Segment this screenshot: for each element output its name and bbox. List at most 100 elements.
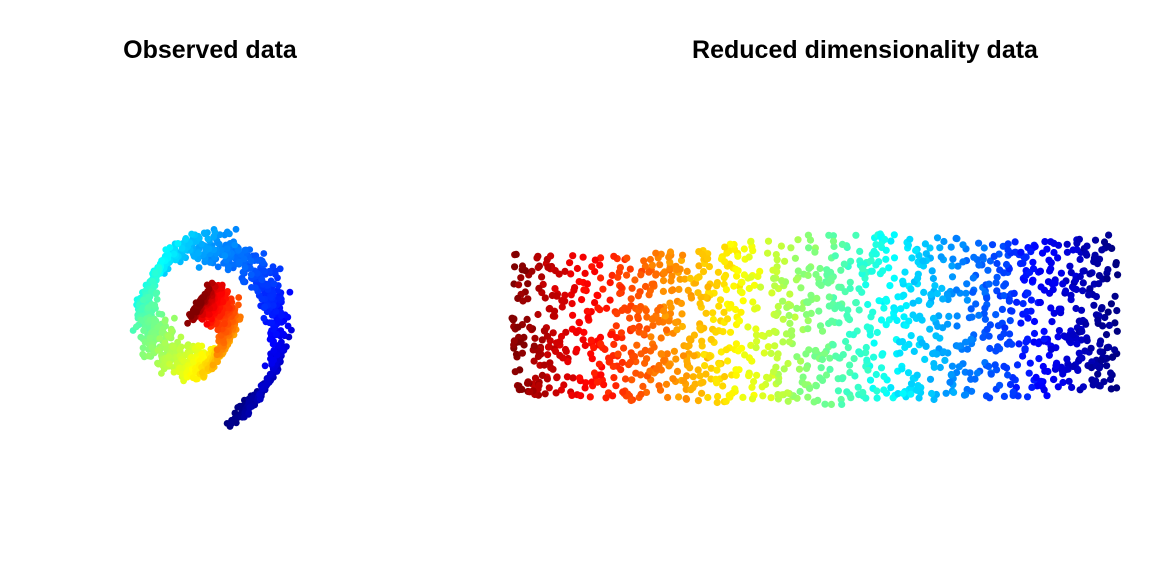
reduced-data-point <box>854 383 862 391</box>
reduced-data-point <box>726 328 735 336</box>
reduced-data-point <box>646 287 655 295</box>
observed-data-point <box>187 313 195 320</box>
reduced-data-point <box>863 356 871 364</box>
observed-data-point <box>195 264 203 271</box>
reduced-data-point <box>980 310 988 318</box>
reduced-data-point <box>816 322 825 330</box>
reduced-data-point <box>634 313 642 321</box>
reduced-data-point <box>774 378 783 386</box>
reduced-data-point <box>686 274 695 282</box>
reduced-data-point <box>1107 300 1115 308</box>
reduced-data-point <box>689 373 697 381</box>
reduced-data-point <box>1030 329 1039 338</box>
reduced-data-point <box>1105 343 1113 351</box>
reduced-data-point <box>840 260 848 268</box>
reduced-data-point <box>607 331 615 339</box>
reduced-data-point <box>699 268 708 276</box>
reduced-data-point <box>515 382 523 390</box>
reduced-data-point <box>936 244 944 252</box>
observed-data-point <box>165 332 172 340</box>
reduced-data-point <box>756 283 765 291</box>
reduced-data-point <box>1077 306 1086 314</box>
reduced-data-point <box>876 270 885 278</box>
reduced-data-point <box>1114 271 1122 279</box>
reduced-data-point <box>768 289 776 297</box>
reduced-data-point <box>912 246 920 255</box>
reduced-data-point <box>804 325 812 333</box>
observed-data-point <box>241 263 249 271</box>
reduced-data-point <box>570 286 578 294</box>
reduced-data-point <box>813 294 821 302</box>
reduced-data-point <box>807 291 815 299</box>
reduced-data-point <box>886 282 894 290</box>
observed-data-point <box>177 333 185 341</box>
reduced-data-point <box>928 389 936 398</box>
reduced-data-point <box>538 336 546 344</box>
reduced-data-point <box>772 311 780 319</box>
reduced-data-point <box>1000 292 1008 300</box>
reduced-data-point <box>637 271 645 279</box>
reduced-data-point <box>784 397 792 405</box>
observed-data-point <box>151 301 159 309</box>
observed-data-point <box>178 244 186 252</box>
observed-data-point <box>258 295 266 303</box>
reduced-data-point <box>1095 280 1103 288</box>
reduced-data-point <box>1057 269 1065 277</box>
reduced-data-point <box>512 250 520 258</box>
reduced-data-point <box>535 284 543 292</box>
reduced-data-point <box>694 397 703 405</box>
observed-data-point <box>189 307 197 314</box>
reduced-data-point <box>1044 367 1052 376</box>
reduced-data-point <box>581 341 589 350</box>
reduced-data-point <box>698 250 707 258</box>
reduced-data-point <box>557 386 566 394</box>
reduced-data-point <box>576 374 584 382</box>
reduced-data-point <box>616 289 624 298</box>
reduced-data-point <box>696 300 704 308</box>
reduced-data-point <box>569 252 577 260</box>
reduced-data-point <box>694 366 702 374</box>
reduced-data-point <box>788 327 796 335</box>
reduced-data-point <box>720 308 728 316</box>
reduced-data-scatter <box>508 230 1122 408</box>
reduced-data-point <box>1078 327 1086 335</box>
reduced-data-point <box>896 349 904 357</box>
reduced-data-point <box>791 254 800 262</box>
reduced-data-point <box>784 359 792 368</box>
reduced-data-point <box>863 323 871 331</box>
reduced-data-point <box>749 298 757 306</box>
reduced-data-point <box>685 335 694 343</box>
reduced-data-point <box>774 302 782 311</box>
reduced-data-point <box>1006 317 1014 325</box>
reduced-data-point <box>597 340 605 348</box>
reduced-data-point <box>709 315 718 324</box>
reduced-data-point <box>1060 332 1068 340</box>
reduced-data-point <box>983 325 991 333</box>
reduced-data-point <box>948 362 957 370</box>
reduced-data-point <box>698 337 706 345</box>
reduced-data-point <box>787 244 795 252</box>
reduced-data-point <box>1040 386 1048 394</box>
reduced-data-point <box>969 288 977 296</box>
reduced-data-point <box>1000 362 1008 370</box>
observed-data-point <box>139 344 147 352</box>
reduced-data-point <box>767 349 775 357</box>
reduced-data-point <box>864 300 872 309</box>
reduced-data-point <box>514 323 522 331</box>
reduced-data-point <box>1006 330 1014 338</box>
reduced-data-point <box>707 364 715 372</box>
reduced-data-point <box>1027 248 1035 256</box>
reduced-data-point <box>944 320 952 328</box>
reduced-data-point <box>575 278 583 286</box>
reduced-data-point <box>606 296 614 304</box>
reduced-data-point <box>627 295 635 303</box>
reduced-data-point <box>577 392 585 400</box>
observed-data-point <box>246 264 254 272</box>
reduced-data-point <box>725 304 733 312</box>
reduced-data-point <box>714 392 722 401</box>
reduced-data-point <box>1055 327 1063 335</box>
reduced-data-point <box>641 262 650 270</box>
reduced-data-point <box>1082 249 1090 257</box>
reduced-data-point <box>973 369 982 377</box>
observed-data-point <box>198 369 206 376</box>
